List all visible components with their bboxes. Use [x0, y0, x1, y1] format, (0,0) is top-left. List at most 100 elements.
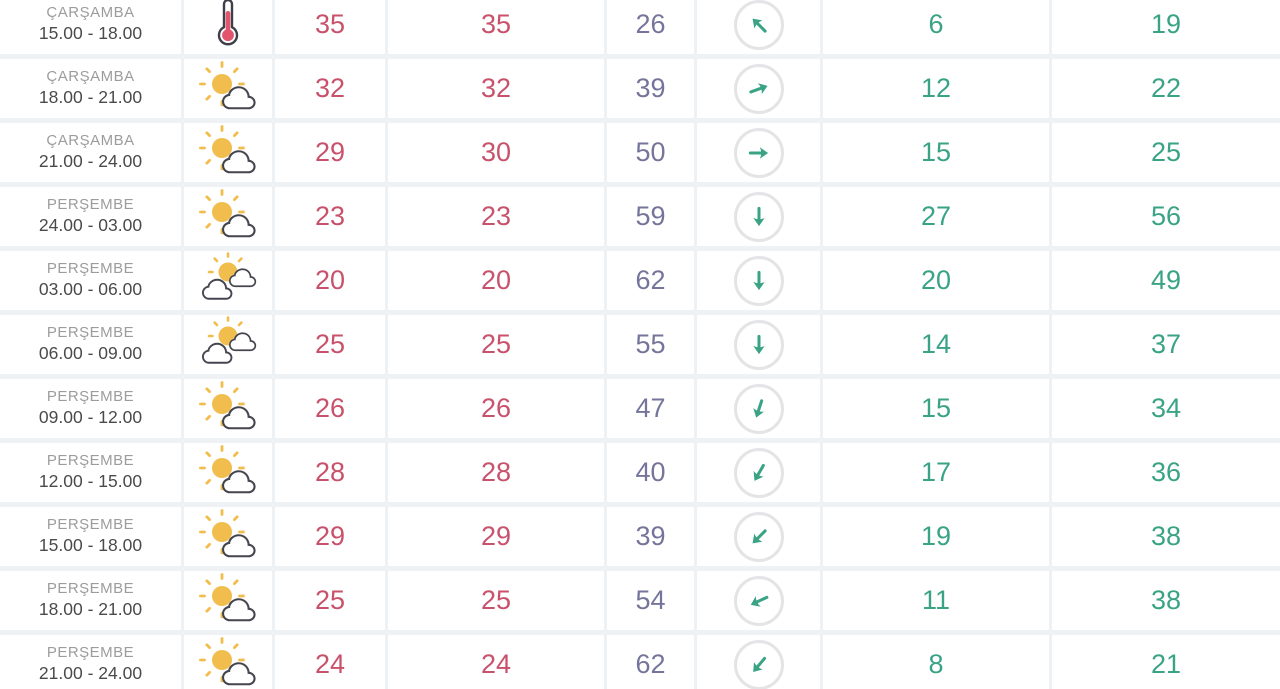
day-label: PERŞEMBE	[46, 196, 135, 214]
weather-condition-cell	[181, 0, 275, 59]
feels-like-temperature-cell: 30	[385, 118, 607, 187]
period-cell: PERŞEMBE 21.00 - 24.00	[0, 630, 184, 689]
wind-direction-arrow-icon	[733, 255, 784, 306]
sun-behind-two-clouds-icon	[197, 317, 259, 369]
feels-like-temperature-cell: 24	[385, 630, 607, 689]
sun-behind-cloud-icon	[198, 61, 258, 113]
time-range-label: 18.00 - 21.00	[38, 598, 143, 619]
feels-like-temperature-cell: 25	[385, 566, 607, 635]
wind-gust-cell: 21	[1049, 630, 1280, 689]
humidity-cell: 59	[604, 182, 697, 251]
forecast-row: PERŞEMBE 21.00 - 24.00	[0, 630, 1280, 689]
humidity-cell: 40	[604, 438, 697, 507]
temperature-cell: 28	[272, 438, 388, 507]
time-range-label: 06.00 - 09.00	[38, 342, 143, 363]
wind-direction-arrow-icon	[733, 447, 784, 498]
wind-direction-cell	[694, 310, 823, 379]
period-cell: PERŞEMBE 03.00 - 06.00	[0, 246, 184, 315]
wind-direction-cell	[694, 54, 823, 123]
wind-gust-cell: 38	[1049, 566, 1280, 635]
sun-behind-cloud-icon	[198, 637, 258, 689]
thermometer-icon	[215, 0, 241, 46]
feels-like-temperature-cell: 32	[385, 54, 607, 123]
wind-direction-cell	[694, 438, 823, 507]
time-range-label: 21.00 - 24.00	[38, 662, 143, 683]
humidity-cell: 47	[604, 374, 697, 443]
time-range-label: 15.00 - 18.00	[38, 22, 143, 43]
weather-condition-cell	[181, 438, 275, 507]
period-cell: PERŞEMBE 24.00 - 03.00	[0, 182, 184, 251]
humidity-cell: 39	[604, 54, 697, 123]
day-label: PERŞEMBE	[46, 260, 135, 278]
temperature-cell: 25	[272, 310, 388, 379]
period-cell: PERŞEMBE 12.00 - 15.00	[0, 438, 184, 507]
feels-like-temperature-cell: 25	[385, 310, 607, 379]
forecast-row: PERŞEMBE 12.00 - 15.00	[0, 438, 1280, 507]
weather-condition-cell	[181, 502, 275, 571]
time-range-label: 12.00 - 15.00	[38, 470, 143, 491]
wind-gust-cell: 37	[1049, 310, 1280, 379]
day-label: PERŞEMBE	[46, 644, 135, 662]
period-cell: PERŞEMBE 15.00 - 18.00	[0, 502, 184, 571]
forecast-row: PERŞEMBE 24.00 - 03.00	[0, 182, 1280, 251]
day-label: PERŞEMBE	[46, 516, 135, 534]
wind-direction-arrow-icon	[733, 319, 784, 370]
time-range-label: 24.00 - 03.00	[38, 214, 143, 235]
weather-condition-cell	[181, 630, 275, 689]
humidity-cell: 62	[604, 246, 697, 315]
period-cell: ÇARŞAMBA 15.00 - 18.00	[0, 0, 184, 59]
humidity-cell: 62	[604, 630, 697, 689]
wind-gust-cell: 34	[1049, 374, 1280, 443]
humidity-cell: 54	[604, 566, 697, 635]
wind-gust-cell: 38	[1049, 502, 1280, 571]
temperature-cell: 24	[272, 630, 388, 689]
wind-gust-cell: 49	[1049, 246, 1280, 315]
forecast-row: PERŞEMBE 03.00 - 06.00	[0, 246, 1280, 315]
feels-like-temperature-cell: 20	[385, 246, 607, 315]
wind-direction-arrow-icon	[733, 0, 784, 50]
wind-speed-cell: 15	[820, 374, 1052, 443]
wind-direction-cell	[694, 0, 823, 59]
wind-direction-arrow-icon	[733, 511, 784, 562]
time-range-label: 15.00 - 18.00	[38, 534, 143, 555]
sun-behind-cloud-icon	[198, 445, 258, 497]
wind-speed-cell: 8	[820, 630, 1052, 689]
wind-speed-cell: 19	[820, 502, 1052, 571]
weather-condition-cell	[181, 566, 275, 635]
sun-behind-cloud-icon	[198, 381, 258, 433]
wind-direction-cell	[694, 630, 823, 689]
wind-gust-cell: 19	[1049, 0, 1280, 59]
wind-direction-cell	[694, 502, 823, 571]
temperature-cell: 20	[272, 246, 388, 315]
day-label: ÇARŞAMBA	[46, 132, 135, 150]
wind-speed-cell: 6	[820, 0, 1052, 59]
weather-condition-cell	[181, 310, 275, 379]
wind-direction-arrow-icon	[733, 127, 784, 178]
temperature-cell: 32	[272, 54, 388, 123]
sun-behind-cloud-icon	[198, 189, 258, 241]
humidity-cell: 26	[604, 0, 697, 59]
wind-gust-cell: 22	[1049, 54, 1280, 123]
period-cell: PERŞEMBE 06.00 - 09.00	[0, 310, 184, 379]
humidity-cell: 39	[604, 502, 697, 571]
humidity-cell: 55	[604, 310, 697, 379]
feels-like-temperature-cell: 26	[385, 374, 607, 443]
wind-direction-arrow-icon	[733, 575, 784, 626]
time-range-label: 09.00 - 12.00	[38, 406, 143, 427]
temperature-cell: 29	[272, 502, 388, 571]
wind-speed-cell: 11	[820, 566, 1052, 635]
weather-condition-cell	[181, 54, 275, 123]
period-cell: PERŞEMBE 09.00 - 12.00	[0, 374, 184, 443]
day-label: PERŞEMBE	[46, 580, 135, 598]
day-label: PERŞEMBE	[46, 452, 135, 470]
sun-behind-cloud-icon	[198, 573, 258, 625]
wind-direction-cell	[694, 118, 823, 187]
weather-condition-cell	[181, 182, 275, 251]
weather-condition-cell	[181, 374, 275, 443]
forecast-row: ÇARŞAMBA 18.00 - 21.00	[0, 54, 1280, 123]
wind-speed-cell: 17	[820, 438, 1052, 507]
temperature-cell: 35	[272, 0, 388, 59]
wind-speed-cell: 15	[820, 118, 1052, 187]
sun-behind-cloud-icon	[198, 509, 258, 561]
time-range-label: 18.00 - 21.00	[38, 86, 143, 107]
